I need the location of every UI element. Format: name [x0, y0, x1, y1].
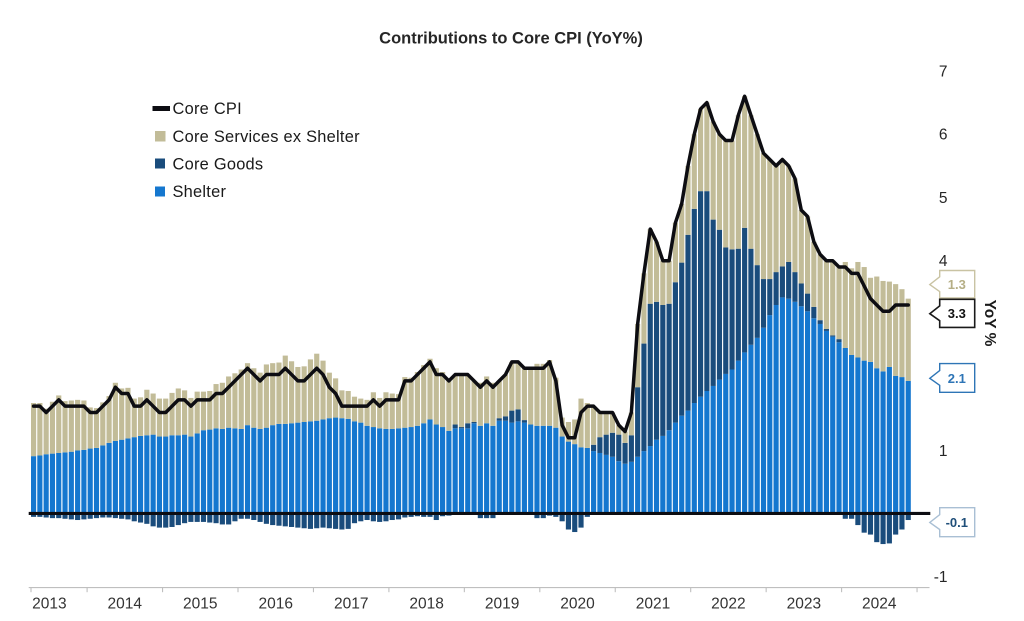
svg-text:2024: 2024 — [862, 596, 897, 613]
svg-text:2018: 2018 — [409, 596, 443, 613]
svg-text:-0.1: -0.1 — [946, 515, 968, 530]
svg-text:2019: 2019 — [485, 596, 519, 613]
svg-text:2016: 2016 — [258, 596, 292, 613]
svg-text:Core CPI: Core CPI — [173, 100, 242, 118]
svg-text:1.3: 1.3 — [948, 277, 966, 292]
svg-text:1: 1 — [939, 443, 948, 460]
svg-text:2022: 2022 — [711, 596, 745, 613]
svg-text:Core Goods: Core Goods — [173, 156, 264, 174]
svg-text:Core Services ex Shelter: Core Services ex Shelter — [173, 128, 361, 146]
svg-text:2023: 2023 — [787, 596, 821, 613]
svg-text:-1: -1 — [934, 569, 948, 586]
svg-text:2.1: 2.1 — [948, 371, 966, 386]
svg-text:2017: 2017 — [334, 596, 368, 613]
svg-text:7: 7 — [939, 63, 948, 80]
svg-text:2013: 2013 — [32, 596, 66, 613]
svg-text:6: 6 — [939, 127, 948, 144]
svg-text:2015: 2015 — [183, 596, 217, 613]
svg-text:2021: 2021 — [636, 596, 670, 613]
svg-text:YoY %: YoY % — [981, 300, 998, 347]
svg-text:3.3: 3.3 — [948, 306, 966, 321]
svg-text:Contributions to Core CPI (YoY: Contributions to Core CPI (YoY%) — [379, 30, 643, 48]
svg-text:2014: 2014 — [108, 596, 143, 613]
svg-text:4: 4 — [939, 253, 948, 270]
svg-text:Shelter: Shelter — [173, 183, 227, 201]
svg-text:2020: 2020 — [560, 596, 595, 613]
svg-text:5: 5 — [939, 190, 948, 207]
